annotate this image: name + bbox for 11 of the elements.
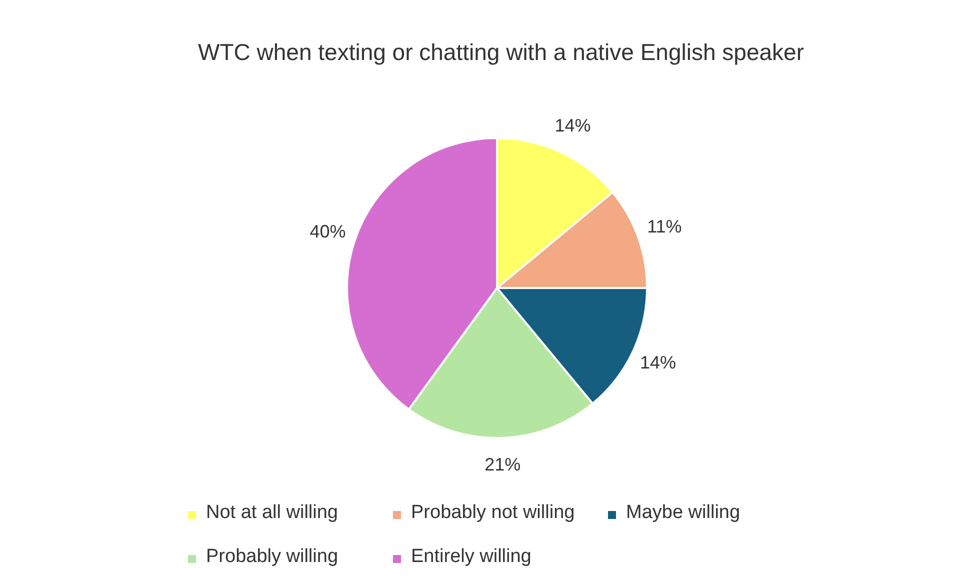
chart-title: WTC when texting or chatting with a native English speaker (198, 39, 804, 65)
data-label: 11% (647, 216, 682, 236)
data-label: 14% (640, 352, 676, 373)
data-label: 21% (484, 454, 521, 475)
legend-label: Probably willing (206, 546, 338, 568)
legend-label: Probably not willing (411, 502, 575, 524)
legend-label: Maybe willing (626, 502, 740, 524)
legend-label: Entirely willing (411, 546, 532, 568)
data-label: 40% (310, 222, 346, 242)
legend-label: Not at all willing (206, 502, 338, 524)
data-label: 14% (554, 116, 591, 136)
